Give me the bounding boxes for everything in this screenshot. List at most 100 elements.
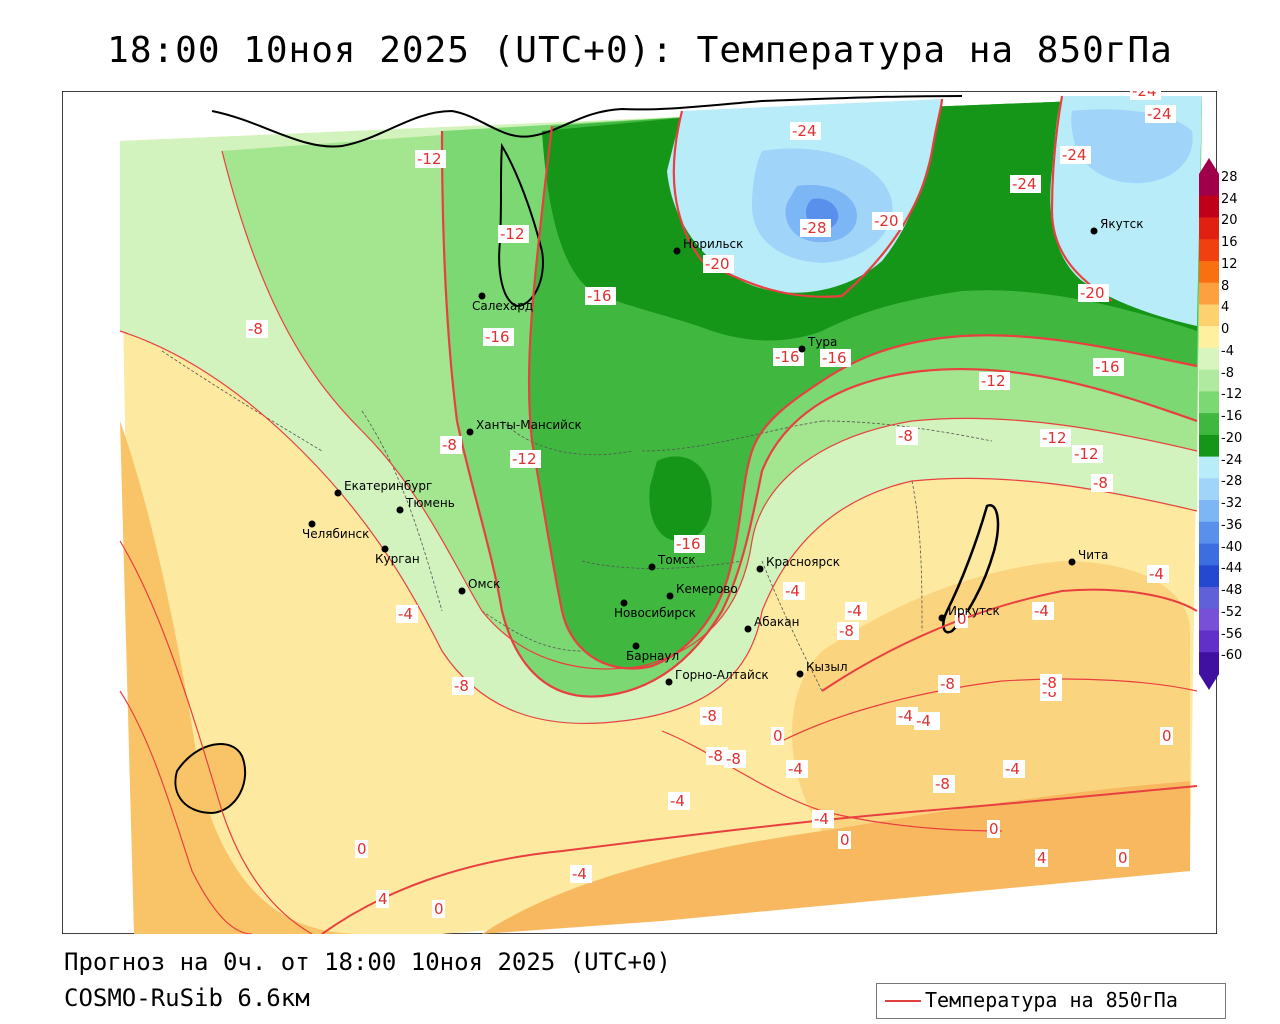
colorbar-segment (1199, 521, 1219, 545)
colorbar-segment (1199, 304, 1219, 327)
contour-label: -4 (572, 865, 587, 883)
contour-label-bg (933, 775, 955, 793)
contour-label-bg (872, 212, 903, 230)
contour-label: -16 (587, 287, 612, 305)
city-label: Горно-Алтайск (675, 668, 769, 682)
contour-label-bg (700, 707, 722, 725)
contour-label-bg (783, 582, 805, 600)
colorbar-tick-label: -36 (1221, 517, 1243, 533)
colorbar-segment (1199, 326, 1219, 349)
contour-label: -8 (702, 707, 717, 725)
contour-label-bg (812, 810, 834, 828)
warm-zone-west (120, 421, 362, 934)
city-label: Томск (657, 553, 696, 567)
contour-label-bg (914, 712, 936, 730)
contour-label: -28 (802, 219, 827, 237)
colorbar-segment (1199, 543, 1219, 566)
contour-label-bg (1040, 674, 1062, 692)
cold-pool-east-inner (1071, 109, 1193, 184)
city-label: Тура (807, 335, 837, 349)
colorbar-segment (1199, 347, 1219, 371)
lake-baikal (942, 504, 1000, 634)
contour-label-bg (440, 436, 462, 454)
contour-label: -20 (874, 212, 899, 230)
colorbar-segment (1199, 500, 1219, 523)
city-marker (1068, 558, 1076, 566)
contour-label-bg (703, 255, 734, 273)
region-borders (161, 350, 993, 692)
contour-label: -8 (442, 436, 457, 454)
contour-label: -4 (814, 810, 829, 828)
city-label: Кемерово (676, 582, 738, 596)
contour-label: -24 (1062, 146, 1087, 164)
contour-label: -4 (1034, 602, 1049, 620)
colorbar-segment (1199, 195, 1219, 218)
city-label: Красноярск (766, 555, 840, 569)
contour-label: -4 (916, 712, 931, 730)
city-marker (744, 625, 752, 633)
contour-label-bg (355, 840, 368, 858)
city-marker (466, 428, 474, 436)
contour-label-bg (896, 427, 918, 445)
colorbar-tick-label: -4 (1221, 343, 1234, 359)
city-marker (798, 345, 806, 353)
contour-label: 0 (1162, 727, 1172, 745)
colorbar-tick-label: -16 (1221, 409, 1243, 425)
contour-label-bg (724, 750, 746, 768)
colorbar-tick-label: -52 (1221, 604, 1243, 620)
forecast-info: Прогноз на 0ч. от 18:00 10ноя 2025 (UTC+… (64, 948, 671, 976)
contour-label-bg (938, 675, 960, 693)
colorbar-tick-label: -40 (1221, 539, 1243, 555)
city-markers: Норильск Салехард Тура Якутск Ханты-Мансийск… (302, 217, 1144, 686)
colorbar-segment (1199, 413, 1219, 436)
contour-label: -12 (500, 225, 525, 243)
contour-label: 4 (378, 890, 388, 908)
contour-label-bg (1091, 474, 1113, 492)
contour-label-bg (432, 900, 445, 918)
contour-label-bg (820, 349, 851, 367)
contour-label: 0 (434, 900, 444, 918)
contour-label-bg (1160, 727, 1173, 745)
contour-label: -8 (726, 750, 741, 768)
contour-label: -8 (935, 775, 950, 793)
contour-label-bg (1078, 284, 1109, 302)
colorbar-tick-label: 4 (1221, 300, 1230, 316)
contour-label: -16 (485, 328, 510, 346)
contour-label-bg (773, 348, 804, 366)
contour-label-bg (896, 707, 918, 725)
contour-label-bg (483, 328, 514, 346)
colorbar-tick-label: -24 (1221, 452, 1243, 468)
colorbar-tick-label: -44 (1221, 561, 1243, 577)
city-label: Барнаул (626, 649, 679, 663)
contour-label-bg (376, 890, 389, 908)
contour-label: -4 (788, 760, 803, 778)
legend: Температура на 850гПа (876, 983, 1226, 1019)
contour-label: -16 (1095, 358, 1120, 376)
contour-label: -20 (1080, 284, 1105, 302)
city-marker (334, 489, 342, 497)
city-marker (478, 292, 486, 300)
green-hump (649, 456, 712, 541)
contour-label: -4 (670, 792, 685, 810)
temperature-map[interactable]: -12 -12 -16 -16 -20 -24 -24 -24 -24 -24 -28 -20 -20 -… (62, 91, 1217, 934)
chart-title: 18:00 10ноя 2025 (UTC+0): Температура на… (107, 30, 1173, 71)
city-label: Екатеринбург (344, 479, 432, 493)
contour-label: -8 (708, 747, 723, 765)
contour-label-bg (510, 450, 541, 468)
city-marker (938, 614, 946, 622)
lake-west (174, 743, 247, 815)
contour-label-bg (246, 320, 268, 338)
city-label: Чита (1078, 548, 1108, 562)
contour-lines (119, 95, 1198, 934)
contour-label: -8 (1042, 674, 1057, 692)
city-marker (756, 565, 764, 573)
contour-label-bg (585, 287, 616, 305)
contour-label-bg (1116, 849, 1129, 867)
colorbar-segment (1199, 652, 1219, 675)
city-marker (308, 520, 316, 528)
city-label: Кызыл (806, 660, 848, 674)
legend-line-swatch (885, 1000, 921, 1002)
colorbar-segment (1199, 260, 1219, 284)
contour-label: -20 (705, 255, 730, 273)
contour-label: -4 (1149, 565, 1164, 583)
